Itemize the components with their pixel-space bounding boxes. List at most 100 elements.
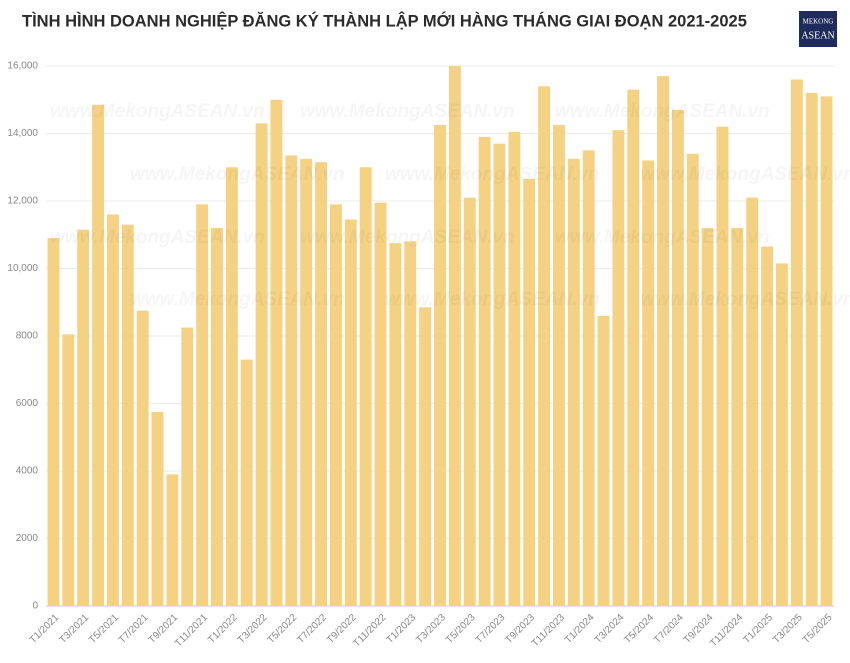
bar xyxy=(508,131,521,606)
watermark: www.MekongASEAN.vn xyxy=(385,164,600,185)
bar xyxy=(47,238,60,606)
bar xyxy=(285,155,298,606)
watermark: www.MekongASEAN.vn xyxy=(640,164,850,185)
watermark: www.MekongASEAN.vn xyxy=(640,289,850,310)
bar xyxy=(463,197,476,606)
y-tick-label: 4000 xyxy=(16,466,39,477)
x-tick-label: T5/2021 xyxy=(87,612,121,646)
x-tick-label: T5/2023 xyxy=(444,612,478,646)
logo-text: ASEAN xyxy=(801,30,834,41)
chart-title: TÌNH HÌNH DOANH NGHIỆP ĐĂNG KÝ THÀNH LẬP… xyxy=(22,11,747,30)
bar xyxy=(196,204,209,606)
y-tick-label: 2000 xyxy=(16,533,39,544)
logo-text: MEKONG xyxy=(803,18,834,26)
x-tick-label: T5/2022 xyxy=(266,612,300,646)
bar xyxy=(523,179,536,606)
y-tick-label: 8000 xyxy=(16,331,39,342)
bar xyxy=(270,99,283,606)
watermark: www.MekongASEAN.vn xyxy=(50,227,265,248)
bar xyxy=(746,197,759,606)
x-tick-label: T5/2025 xyxy=(801,612,835,646)
x-tick-label: T7/2021 xyxy=(117,612,151,646)
bar xyxy=(790,79,803,606)
bar xyxy=(136,310,149,606)
bar xyxy=(642,160,655,606)
bar xyxy=(419,307,432,606)
x-tick-label: T1/2025 xyxy=(741,612,775,646)
bar xyxy=(329,204,342,606)
y-tick-label: 6000 xyxy=(16,398,39,409)
bar xyxy=(657,76,669,606)
bar xyxy=(240,359,253,606)
x-tick-label: T1/2024 xyxy=(563,612,597,646)
watermark: www.MekongASEAN.vn xyxy=(300,227,515,248)
bar xyxy=(627,89,640,606)
bar xyxy=(776,263,788,606)
bar xyxy=(538,86,551,606)
x-tick-label: T11/2023 xyxy=(530,612,567,649)
bar xyxy=(731,228,744,606)
watermark: www.MekongASEAN.vn xyxy=(385,289,600,310)
bar xyxy=(597,315,610,606)
bar xyxy=(404,241,417,606)
logo-box xyxy=(799,11,837,47)
x-tick-label: T1/2023 xyxy=(385,612,419,646)
bar xyxy=(151,411,164,606)
x-tick-label: T5/2024 xyxy=(622,612,656,646)
bar xyxy=(106,214,119,606)
x-tick-label: T11/2022 xyxy=(351,612,388,649)
bar xyxy=(359,167,372,606)
x-tick-label: T3/2025 xyxy=(771,612,805,646)
x-tick-label: T7/2022 xyxy=(295,612,329,646)
y-tick-label: 16,000 xyxy=(7,61,38,72)
bar xyxy=(701,228,714,606)
watermark: www.MekongASEAN.vn xyxy=(50,101,265,122)
y-tick-label: 10,000 xyxy=(7,263,38,274)
bar xyxy=(166,474,179,606)
watermark: www.MekongASEAN.vn xyxy=(555,227,770,248)
bar xyxy=(716,126,729,606)
bar xyxy=(255,123,268,606)
bar xyxy=(805,93,818,606)
watermark: www.MekongASEAN.vn xyxy=(130,164,345,185)
x-tick-label: T7/2023 xyxy=(474,612,508,646)
bar xyxy=(62,334,75,606)
bar xyxy=(612,130,625,606)
bar xyxy=(211,228,223,606)
bar xyxy=(92,104,104,606)
bar xyxy=(478,136,491,606)
bar xyxy=(225,167,238,606)
x-tick-label: T1/2021 xyxy=(28,612,62,646)
bar xyxy=(448,66,461,606)
watermarks: www.MekongASEAN.vn www.MekongASEAN.vn www.… xyxy=(50,101,850,310)
x-tick-label: T11/2024 xyxy=(708,612,745,649)
x-tick-label: T11/2021 xyxy=(173,612,210,649)
bar xyxy=(820,96,833,606)
bar xyxy=(686,153,699,606)
watermark: www.MekongASEAN.vn xyxy=(300,101,515,122)
bar xyxy=(374,202,387,606)
bar xyxy=(344,219,357,606)
watermark: www.MekongASEAN.vn xyxy=(130,289,345,310)
y-tick-label: 14,000 xyxy=(7,128,38,139)
bar xyxy=(77,229,90,606)
bar xyxy=(389,243,402,606)
bar xyxy=(300,158,313,606)
watermark: www.MekongASEAN.vn xyxy=(555,101,770,122)
x-tick-label: T7/2024 xyxy=(652,612,686,646)
bar xyxy=(121,224,134,606)
x-tick-label: T3/2022 xyxy=(236,612,270,646)
bar xyxy=(552,125,565,606)
x-tick-label: T3/2021 xyxy=(57,612,91,646)
x-tick-label: T3/2024 xyxy=(593,612,627,646)
bar xyxy=(181,327,194,606)
bar xyxy=(315,162,328,606)
x-tick-label: T3/2023 xyxy=(414,612,448,646)
bar xyxy=(761,246,774,606)
bar xyxy=(582,150,595,606)
y-tick-label: 0 xyxy=(32,601,38,612)
x-tick-label: T1/2022 xyxy=(206,612,240,646)
bar xyxy=(567,158,580,606)
